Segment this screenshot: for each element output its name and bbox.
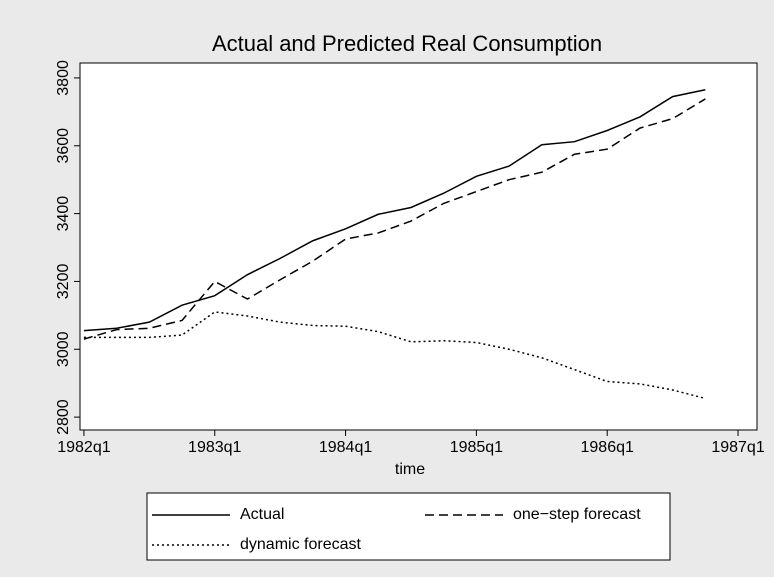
x-tick-label: 1987q1 xyxy=(711,439,764,456)
legend xyxy=(146,492,671,561)
series-line xyxy=(83,89,706,332)
x-tick-label: 1982q1 xyxy=(57,439,110,456)
y-tick-label: 3000 xyxy=(55,331,72,367)
series-line xyxy=(83,98,706,340)
x-tick-label: 1986q1 xyxy=(581,439,634,456)
y-tick-label: 2800 xyxy=(55,399,72,435)
y-tick-label: 3400 xyxy=(55,196,72,232)
chart-title: Actual and Predicted Real Consumption xyxy=(212,31,602,56)
y-tick-label: 3200 xyxy=(55,264,72,300)
plot-area xyxy=(79,62,758,431)
legend-label: one−step forecast xyxy=(513,506,641,523)
x-tick-label: 1985q1 xyxy=(450,439,503,456)
x-axis-label: time xyxy=(395,461,425,478)
legend-label: dynamic forecast xyxy=(240,536,361,553)
legend-label: Actual xyxy=(240,506,284,523)
series-line xyxy=(83,311,706,400)
x-tick-label: 1983q1 xyxy=(188,439,241,456)
x-tick-label: 1984q1 xyxy=(319,439,372,456)
y-tick-label: 3800 xyxy=(55,60,72,96)
y-tick-label: 3600 xyxy=(55,128,72,164)
